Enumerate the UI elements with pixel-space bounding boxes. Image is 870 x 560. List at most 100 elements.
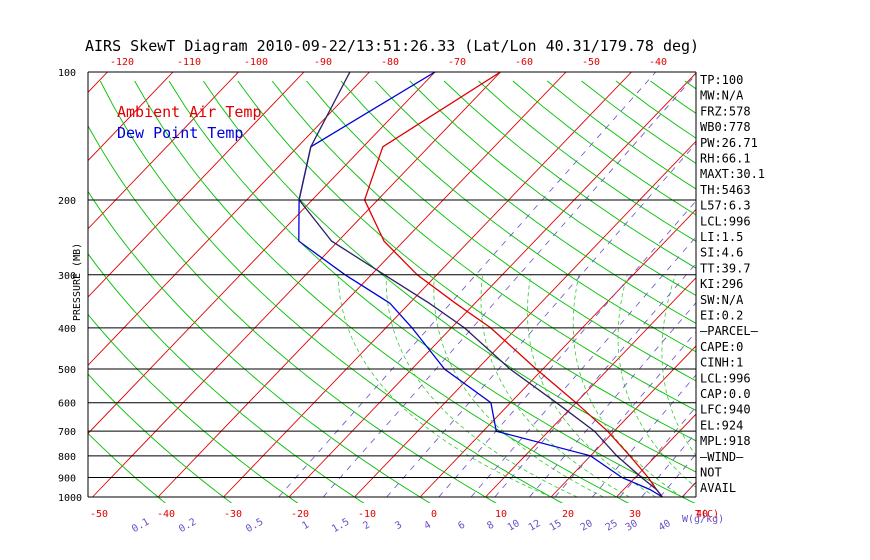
moist-adiabat — [480, 274, 630, 498]
isotherm — [88, 72, 239, 230]
isotherm — [419, 208, 696, 498]
mixing-ratio-tick-label: 8 — [485, 520, 496, 533]
moist-adiabat — [433, 274, 604, 498]
bottom-temp-tick-label: -50 — [90, 509, 108, 520]
bottom-temp-tick-label: -40 — [157, 509, 175, 520]
pressure-tick-label: 1000 — [58, 493, 82, 504]
top-temp-tick-label: -100 — [244, 57, 268, 68]
dry-adiabat — [203, 80, 696, 473]
stat-line: SI:4.6 — [700, 246, 743, 260]
mixing-ratio-tick-label: 12 — [527, 518, 543, 534]
stat-line: –WIND– — [700, 450, 744, 464]
isotherm — [0, 72, 42, 497]
mixing-ratio-tick-label: 6 — [456, 520, 467, 533]
pressure-tick-label: 100 — [58, 68, 76, 79]
stat-line: MPL:918 — [700, 434, 751, 448]
pressure-tick-label: 200 — [58, 196, 76, 207]
pressure-tick-label: 500 — [58, 365, 76, 376]
dry-adiabat — [134, 80, 630, 503]
dry-adiabat — [306, 80, 696, 382]
stat-line: –PARCEL– — [700, 324, 759, 338]
dry-adiabat — [99, 80, 563, 503]
isotherm — [223, 72, 632, 498]
mixing-ratio-tick-label: 2 — [361, 520, 372, 533]
moist-adiabat — [385, 274, 578, 498]
stat-line: MW:N/A — [700, 89, 744, 103]
legend-entry: Dew Point Temp — [117, 124, 243, 142]
bottom-temp-tick-label: 0 — [431, 509, 437, 520]
pressure-tick-label: 900 — [58, 474, 76, 485]
series-group — [298, 72, 663, 498]
dry-adiabat — [340, 80, 696, 353]
mixing-ratio-line — [494, 262, 696, 498]
isotherm — [813, 72, 870, 497]
stat-line: LFC:940 — [700, 403, 751, 417]
top-temp-tick-label: -60 — [515, 57, 533, 68]
isotherm — [485, 277, 696, 498]
mixing-ratio-tick-label: 0.5 — [244, 517, 265, 536]
bottom-temp-tick-label: -20 — [291, 509, 309, 520]
pressure-tick-label: 400 — [58, 324, 76, 335]
bottom-temp-tick-label: -30 — [224, 509, 242, 520]
isotherm — [288, 72, 696, 498]
top-temp-tick-label: -120 — [110, 57, 134, 68]
top-temp-tick-label: -90 — [314, 57, 332, 68]
chart-title: AIRS SkewT Diagram 2010-09-22/13:51:26.3… — [85, 37, 699, 55]
stat-line: LCL:996 — [700, 371, 751, 385]
isotherm — [88, 72, 436, 435]
mixing-ratio-tick-label: 0.1 — [130, 517, 151, 536]
mixing-ratio-line — [659, 453, 696, 498]
stat-line: NOT — [700, 466, 722, 480]
isotherm — [92, 72, 501, 498]
dry-adiabat — [237, 80, 696, 442]
mixing-ratio-tick-label: 20 — [579, 518, 595, 534]
mixing-ratio-tick-label: 1.5 — [330, 517, 351, 536]
dry-adiabat — [443, 80, 696, 269]
grid — [0, 72, 870, 506]
mixing-ratio-tick-label: 15 — [548, 518, 564, 534]
moist-adiabat — [786, 275, 820, 497]
stat-line: CAPE:0 — [700, 340, 743, 354]
stat-line: SW:N/A — [700, 293, 744, 307]
top-temp-tick-label: -40 — [649, 57, 667, 68]
top-temp-tick-label: -80 — [381, 57, 399, 68]
dry-adiabat — [374, 80, 696, 324]
x-axis-label: T(C) — [695, 509, 719, 520]
stat-line: LCL:996 — [700, 214, 751, 228]
dry-adiabat — [88, 373, 233, 503]
stat-line: TH:5463 — [700, 183, 751, 197]
dry-adiabat — [271, 80, 696, 411]
dry-adiabat — [88, 432, 167, 503]
mixing-ratio-tick-label: 25 — [604, 518, 620, 534]
stat-line: FRZ:578 — [700, 104, 751, 118]
mixing-ratio-tick-label: 3 — [393, 520, 404, 533]
isotherm — [550, 345, 696, 498]
isotherm — [88, 72, 108, 93]
dry-adiabat — [754, 81, 870, 506]
legend-entry: Ambient Air Temp — [117, 103, 262, 121]
isotherm — [616, 413, 696, 498]
moist-adiabat — [337, 274, 552, 498]
moist-adiabat — [527, 274, 657, 498]
moist-adiabat — [572, 274, 683, 498]
mixing-ratio-line — [438, 200, 696, 498]
dry-adiabat — [512, 80, 696, 216]
stat-line: CAP:0.0 — [700, 387, 751, 401]
pressure-tick-label: 300 — [58, 271, 76, 282]
dry-adiabat — [88, 124, 497, 503]
dry-adiabat — [88, 253, 365, 503]
dry-adiabat — [788, 81, 870, 506]
mixing-ratio-tick-label: 0.2 — [177, 517, 198, 536]
moist-adiabat — [617, 274, 696, 488]
stat-line: LI:1.5 — [700, 230, 743, 244]
bottom-temp-tick-label: 40 — [696, 509, 708, 520]
mixing-ratio-line — [322, 73, 696, 498]
mixing-ratio-line — [470, 236, 696, 498]
dry-adiabat — [857, 81, 870, 506]
top-temp-tick-label: -70 — [448, 57, 466, 68]
stat-line: L57:6.3 — [700, 199, 751, 213]
stat-line: KI:296 — [700, 277, 743, 291]
stat-line: TP:100 — [700, 73, 743, 87]
stat-line: CINH:1 — [700, 356, 743, 370]
